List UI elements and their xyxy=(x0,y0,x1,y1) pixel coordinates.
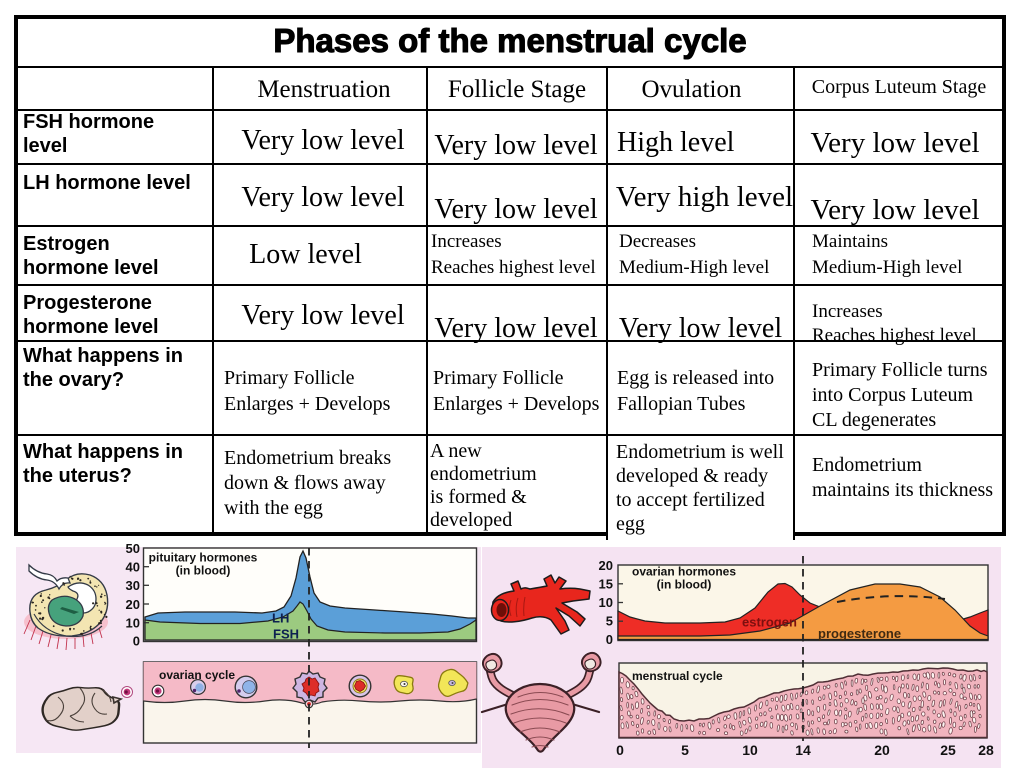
svg-text:(in blood): (in blood) xyxy=(657,578,712,592)
svg-text:20: 20 xyxy=(599,558,613,573)
svg-text:5: 5 xyxy=(681,742,689,758)
svg-text:(in blood): (in blood) xyxy=(176,564,231,578)
svg-text:progesterone: progesterone xyxy=(818,626,901,641)
svg-text:ovarian hormones: ovarian hormones xyxy=(632,565,736,579)
svg-text:30: 30 xyxy=(126,578,140,593)
svg-text:LH: LH xyxy=(272,611,289,626)
svg-text:14: 14 xyxy=(795,742,811,758)
svg-text:10: 10 xyxy=(126,616,140,631)
svg-text:0: 0 xyxy=(606,632,613,647)
svg-text:40: 40 xyxy=(126,560,140,575)
svg-text:menstrual cycle: menstrual cycle xyxy=(632,669,723,683)
svg-text:28: 28 xyxy=(978,742,994,758)
svg-text:pituitary hormones: pituitary hormones xyxy=(149,551,258,565)
svg-text:ovarian cycle: ovarian cycle xyxy=(159,668,235,682)
svg-text:10: 10 xyxy=(599,595,613,610)
svg-text:estrogen: estrogen xyxy=(742,615,797,630)
svg-text:20: 20 xyxy=(874,742,890,758)
svg-text:50: 50 xyxy=(126,541,140,556)
svg-text:15: 15 xyxy=(599,577,613,592)
svg-text:10: 10 xyxy=(742,742,758,758)
svg-text:5: 5 xyxy=(606,614,613,629)
svg-text:0: 0 xyxy=(616,742,624,758)
svg-text:20: 20 xyxy=(126,597,140,612)
svg-text:25: 25 xyxy=(940,742,956,758)
svg-text:FSH: FSH xyxy=(273,627,299,642)
svg-text:0: 0 xyxy=(133,634,140,649)
